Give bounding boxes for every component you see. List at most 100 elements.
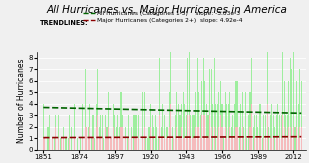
Bar: [190, 115, 192, 150]
Bar: [189, 115, 190, 150]
Bar: [173, 138, 174, 150]
Bar: [91, 138, 92, 150]
Bar: [119, 127, 120, 150]
Bar: [265, 115, 266, 150]
Bar: [153, 127, 154, 150]
Bar: [71, 127, 72, 150]
Bar: [82, 104, 83, 150]
Bar: [158, 138, 159, 150]
Bar: [136, 115, 137, 150]
Bar: [288, 81, 289, 150]
Bar: [128, 138, 129, 150]
Bar: [192, 138, 193, 150]
Bar: [231, 127, 232, 150]
Bar: [209, 115, 210, 150]
Bar: [298, 104, 299, 150]
Bar: [173, 138, 174, 150]
Bar: [66, 138, 67, 150]
Bar: [223, 138, 224, 150]
Bar: [58, 138, 59, 150]
Bar: [243, 127, 244, 150]
Bar: [217, 138, 218, 150]
Bar: [298, 138, 299, 150]
Bar: [273, 138, 274, 150]
Bar: [299, 69, 300, 150]
Bar: [225, 127, 226, 150]
Bar: [242, 127, 243, 150]
Bar: [267, 23, 268, 150]
Bar: [167, 127, 168, 150]
Bar: [184, 104, 185, 150]
Bar: [232, 115, 233, 150]
Bar: [268, 127, 269, 150]
Bar: [285, 115, 286, 150]
Bar: [291, 69, 293, 150]
Bar: [277, 104, 278, 150]
Bar: [63, 127, 64, 150]
Bar: [203, 115, 204, 150]
Bar: [92, 138, 94, 150]
Bar: [301, 81, 302, 150]
Bar: [108, 127, 109, 150]
Bar: [245, 138, 246, 150]
Bar: [183, 92, 184, 150]
Bar: [256, 115, 257, 150]
Bar: [195, 92, 196, 150]
Bar: [291, 138, 293, 150]
Bar: [287, 115, 288, 150]
Bar: [97, 69, 98, 150]
Bar: [218, 127, 219, 150]
Text: TRENDLINES:: TRENDLINES:: [40, 20, 89, 26]
Bar: [267, 104, 268, 150]
Bar: [116, 127, 117, 150]
Bar: [125, 138, 126, 150]
Bar: [290, 58, 291, 150]
Bar: [145, 138, 146, 150]
Bar: [251, 58, 252, 150]
Bar: [110, 138, 111, 150]
Bar: [178, 138, 179, 150]
Bar: [299, 127, 300, 150]
Bar: [217, 104, 218, 150]
Y-axis label: Number of Hurricanes: Number of Hurricanes: [17, 59, 26, 143]
Bar: [214, 58, 215, 150]
Bar: [159, 58, 160, 150]
Bar: [181, 104, 182, 150]
Bar: [116, 138, 117, 150]
Bar: [288, 127, 289, 150]
Bar: [271, 104, 272, 150]
Bar: [169, 127, 170, 150]
Bar: [259, 104, 260, 150]
Bar: [107, 127, 108, 150]
Bar: [100, 115, 101, 150]
Bar: [282, 115, 283, 150]
Bar: [47, 127, 49, 150]
Bar: [131, 127, 133, 150]
Legend: All Hurricanes (Categories 1-5)    slope: -3.03e-3, Major Hurricanes (Categories: All Hurricanes (Categories 1-5) slope: -…: [83, 11, 243, 23]
Bar: [246, 138, 248, 150]
Bar: [92, 115, 94, 150]
Bar: [229, 92, 230, 150]
Bar: [110, 138, 111, 150]
Bar: [235, 127, 236, 150]
Bar: [198, 92, 199, 150]
Bar: [136, 138, 137, 150]
Bar: [183, 138, 184, 150]
Bar: [86, 127, 87, 150]
Bar: [198, 127, 199, 150]
Bar: [293, 127, 294, 150]
Bar: [270, 115, 271, 150]
Bar: [285, 138, 286, 150]
Bar: [117, 138, 118, 150]
Bar: [260, 104, 261, 150]
Bar: [113, 127, 114, 150]
Bar: [237, 127, 238, 150]
Bar: [117, 115, 118, 150]
Bar: [195, 127, 196, 150]
Text: All Hurricanes vs. Major Hurricanes in America: All Hurricanes vs. Major Hurricanes in A…: [46, 5, 287, 15]
Bar: [144, 92, 145, 150]
Bar: [226, 138, 227, 150]
Bar: [122, 115, 123, 150]
Bar: [89, 127, 91, 150]
Bar: [100, 138, 101, 150]
